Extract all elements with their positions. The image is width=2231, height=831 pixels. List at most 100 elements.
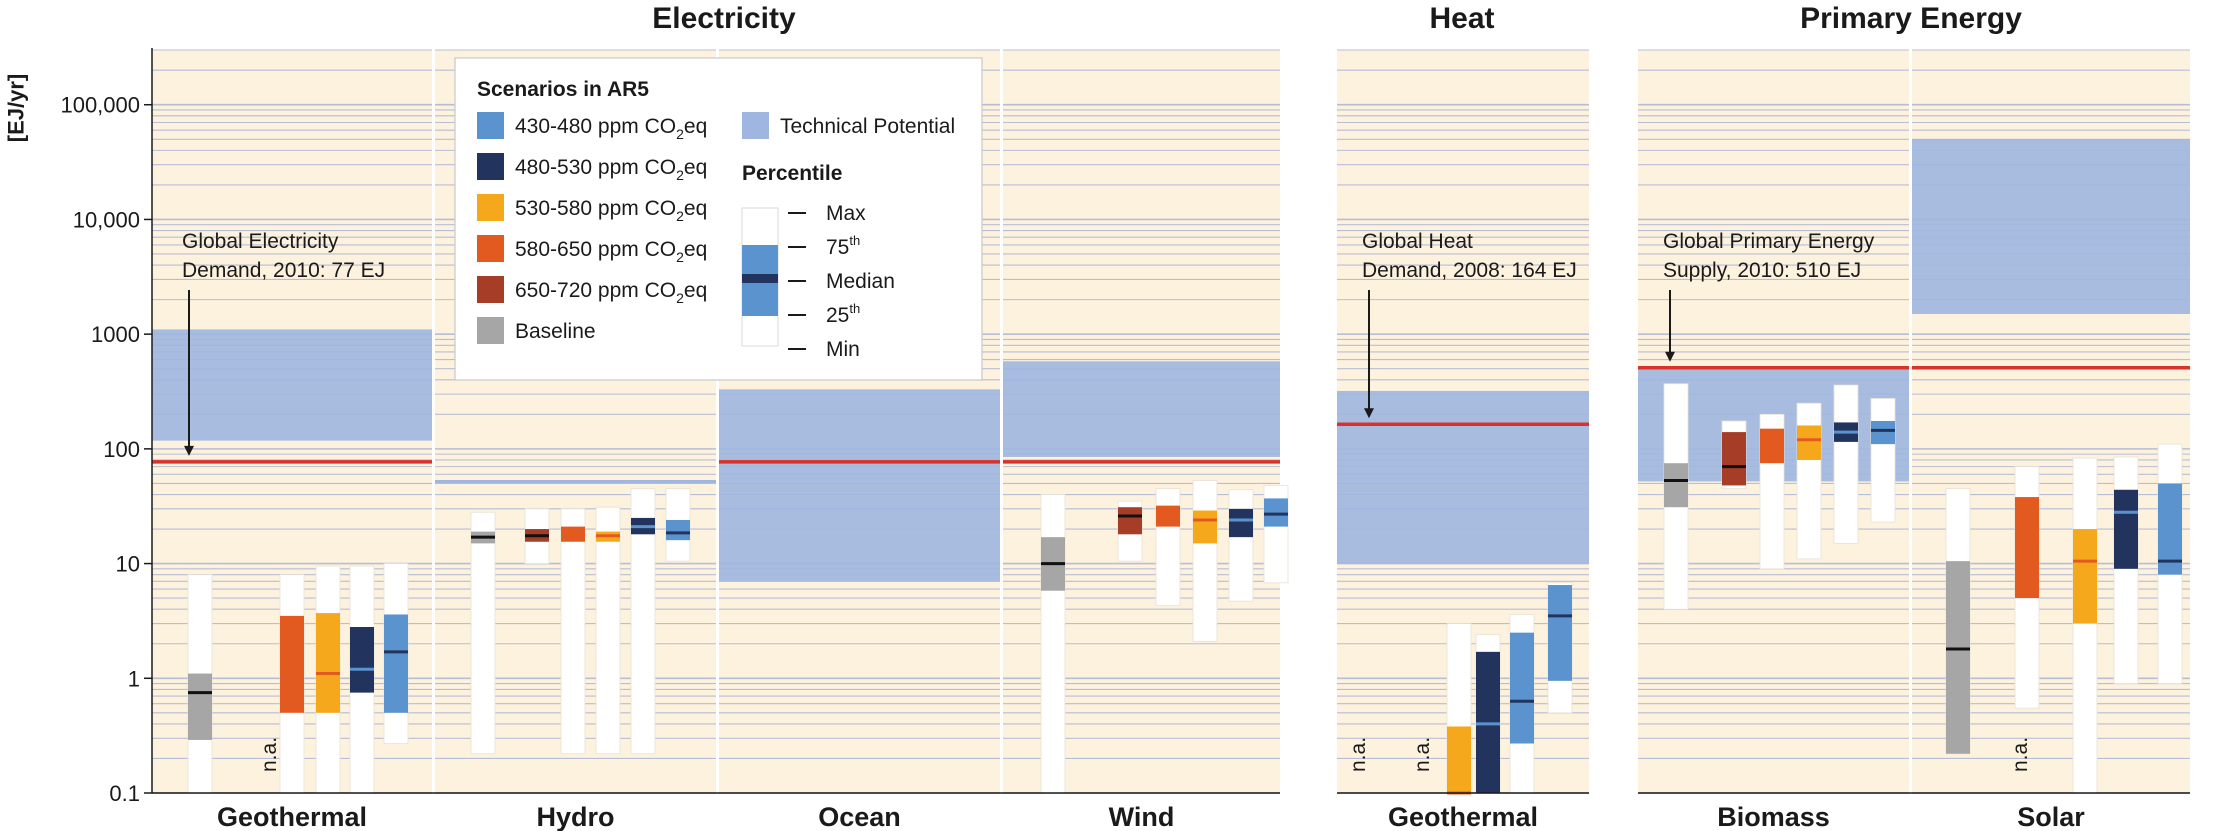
legend-label-tech: Technical Potential (780, 115, 955, 138)
box-hydro-s430 (665, 488, 691, 562)
box-wind-s580 (1155, 488, 1181, 607)
panel-label-ocean: Ocean (818, 802, 901, 831)
box-hydro-s650 (524, 508, 550, 564)
group-title: Electricity (652, 2, 796, 35)
y-tick-label: 0.1 (109, 781, 140, 806)
box-biomass-baseline (1663, 383, 1689, 610)
box-geothermal_el-s580 (279, 574, 305, 794)
box-iqr (1447, 726, 1471, 793)
percentile-label: Median (826, 270, 895, 293)
box-geothermal_heat-s480 (1475, 634, 1501, 794)
group-title: Primary Energy (1800, 2, 2022, 35)
demand-annotation-line2: Demand, 2008: 164 EJ (1362, 259, 1577, 282)
legend-swatch-baseline (477, 317, 504, 344)
box-wind-s650 (1117, 500, 1143, 562)
tech-potential-band-solar (1912, 139, 2190, 314)
tech-potential-band-wind (1003, 361, 1280, 457)
box-hydro-s480 (630, 488, 656, 755)
box-whisker (1192, 480, 1218, 642)
percentile-label: Max (826, 202, 866, 225)
box-iqr (280, 615, 304, 713)
box-iqr (1510, 632, 1534, 744)
legend-swatch-tech (742, 112, 769, 139)
box-iqr (2073, 529, 2097, 624)
box-geothermal_el-baseline (187, 574, 213, 794)
percentile-label: Min (826, 338, 860, 361)
box-iqr (188, 673, 212, 740)
group-titles: Electricity Heat Primary Energy (652, 2, 2022, 35)
box-iqr (316, 613, 340, 713)
box-iqr (1193, 510, 1217, 544)
legend-swatch-s430 (477, 112, 504, 139)
box-iqr (1264, 498, 1288, 527)
percentile-label: 25th (826, 301, 860, 327)
arrow-head (1665, 351, 1675, 362)
box-geothermal_el-s430 (383, 563, 409, 744)
box-iqr (666, 519, 690, 541)
legend-title: Scenarios in AR5 (477, 78, 649, 101)
box-biomass-s530 (1796, 402, 1822, 560)
demand-lines (152, 365, 2190, 464)
box-iqr (1118, 507, 1142, 535)
boxes: n.a. n.a. n.a. n.a. (187, 383, 2183, 795)
panel-labels: Geothermal Hydro Ocean Wind Geothermal Biomas… (217, 802, 2085, 831)
legend-label-s430: 430-480 ppm CO2eq (515, 115, 707, 142)
y-tick-label: 10 (116, 552, 140, 577)
legend-percentile-title: Percentile (742, 162, 842, 185)
box-whisker (560, 508, 586, 755)
box-hydro-baseline (470, 511, 496, 755)
box-geothermal_heat-s430b (1547, 582, 1573, 714)
y-tick-label: 100 (103, 437, 140, 462)
box-whisker (595, 506, 621, 755)
box-solar-baseline (1945, 488, 1971, 755)
arrow-head (184, 445, 194, 456)
group-title: Heat (1429, 2, 1494, 35)
legend: Scenarios in AR5 430-480 ppm CO2eq 480-530… (454, 57, 983, 381)
technical-potential (152, 139, 2190, 582)
legend-label-baseline: Baseline (515, 320, 596, 343)
na-label: n.a. (258, 737, 281, 772)
na-label: n.a. (2009, 737, 2032, 772)
box-iqr (2015, 497, 2039, 599)
y-tick-label: 1000 (91, 322, 140, 347)
panel-label-biomass: Biomass (1717, 802, 1830, 831)
box-iqr (1722, 432, 1746, 486)
legend-label-s530: 530-580 ppm CO2eq (515, 197, 707, 224)
box-whisker (1870, 398, 1896, 523)
demand-annotation-line1: Global Heat (1362, 230, 1473, 253)
box-hydro-s580 (560, 508, 586, 755)
box-geothermal_heat-s430 (1509, 614, 1535, 794)
box-solar-s480 (2113, 456, 2139, 684)
box-iqr (2158, 483, 2182, 575)
box-biomass-s580 (1759, 413, 1785, 570)
panel-label-wind: Wind (1109, 802, 1175, 831)
box-iqr (1871, 420, 1895, 445)
box-iqr (1760, 428, 1784, 464)
legend-label-s580: 580-650 ppm CO2eq (515, 238, 707, 265)
box-geothermal_el-s480 (349, 565, 375, 794)
y-axis: 0.1 1 10 100 1000 10,000 100,000 [EJ/yr] (4, 48, 153, 806)
panel-label-geothermal_el: Geothermal (217, 802, 367, 831)
box-iqr (1229, 508, 1253, 538)
y-tick-label: 10,000 (73, 207, 140, 232)
box-solar-s580 (2014, 466, 2040, 709)
legend-label-s480: 480-530 ppm CO2eq (515, 156, 707, 183)
box-hydro-s530 (595, 506, 621, 755)
na-label: n.a. (1347, 737, 1370, 772)
box-whisker (470, 511, 496, 755)
box-iqr (1156, 505, 1180, 527)
box-whisker (1833, 384, 1859, 544)
box-biomass-s650 (1721, 420, 1747, 490)
tech-potential-band-geothermal_heat (1337, 390, 1589, 564)
box-wind-s530 (1192, 480, 1218, 642)
panel-label-geothermal_heat: Geothermal (1388, 802, 1538, 831)
percentile-sample-median (742, 274, 778, 283)
tech-potential-band-geothermal_el (152, 329, 432, 441)
box-geothermal_heat-s530 (1446, 623, 1472, 795)
box-iqr (2114, 489, 2138, 569)
box-iqr (1664, 463, 1688, 508)
demand-annotation-line1: Global Electricity (182, 230, 339, 253)
box-solar-s430 (2157, 443, 2183, 684)
panel-label-solar: Solar (2017, 802, 2085, 831)
